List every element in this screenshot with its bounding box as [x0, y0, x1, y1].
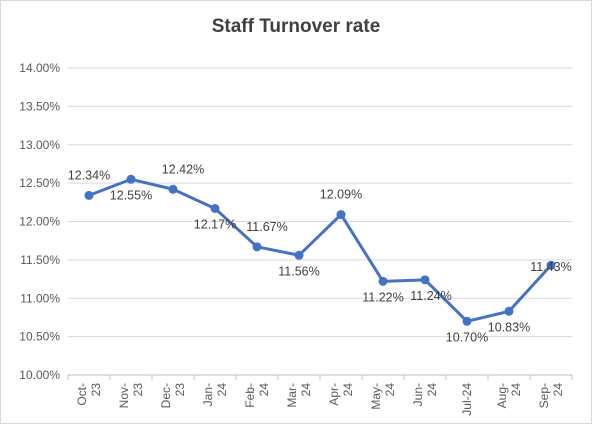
x-tick-label: Sep- 24	[537, 383, 565, 409]
data-point	[420, 275, 430, 285]
x-tick-label: Jan- 24	[201, 383, 229, 407]
y-tick-label: 10.00%	[19, 368, 60, 382]
x-tick-label: May- 24	[369, 383, 397, 410]
x-tick-label-line: Oct-	[75, 383, 89, 406]
x-tick-label-line: 24	[383, 383, 397, 397]
x-tick-label-line: May-	[369, 383, 383, 410]
data-label: 10.83%	[488, 320, 530, 334]
data-label: 11.22%	[362, 290, 403, 304]
x-tick-label-line: Aug-	[495, 383, 509, 408]
x-tick-label-line: 24	[341, 383, 355, 397]
x-tick-label-line: Feb-	[243, 383, 257, 408]
x-tick-label-line: 23	[89, 383, 103, 397]
x-tick-label-line: Jul-24	[460, 383, 474, 416]
data-label: 10.70%	[446, 330, 488, 344]
data-point	[462, 316, 472, 326]
y-tick-label: 13.00%	[19, 138, 60, 152]
y-tick-label: 13.50%	[19, 99, 60, 113]
data-label: 12.55%	[110, 188, 152, 202]
y-tick-label: 11.00%	[20, 291, 60, 305]
y-tick-label: 12.00%	[19, 215, 60, 229]
y-tick-label: 14.00%	[19, 61, 60, 75]
data-label: 12.09%	[320, 188, 362, 202]
x-tick-label-line: 23	[131, 383, 145, 397]
x-tick-label: Dec- 23	[159, 383, 187, 409]
x-tick-label-line: Jun-	[411, 383, 425, 406]
x-tick-label-line: 24	[425, 383, 439, 397]
data-point	[504, 306, 514, 316]
x-tick-label-line: 24	[299, 383, 313, 397]
x-tick-label-line: 24	[215, 383, 229, 397]
data-point	[252, 242, 262, 252]
x-tick-label-line: Jan-	[201, 383, 215, 406]
data-point	[210, 203, 220, 213]
data-label: 12.42%	[162, 162, 204, 176]
data-label: 12.17%	[194, 217, 236, 231]
data-point	[294, 250, 304, 260]
x-tick-label-line: Dec-	[159, 383, 173, 408]
y-tick-label: 10.50%	[19, 330, 60, 344]
data-label: 11.67%	[246, 220, 287, 234]
x-tick-label: Aug- 24	[495, 383, 523, 409]
chart-title: Staff Turnover rate	[211, 16, 381, 37]
x-tick-label-line: Nov-	[117, 383, 131, 408]
x-tick-label-line: Apr-	[327, 383, 341, 406]
data-point	[378, 276, 388, 286]
x-tick-label-line: 24	[551, 383, 565, 397]
data-point	[546, 260, 556, 270]
x-tick-label: Apr- 24	[327, 383, 355, 406]
x-tick-label-line: 24	[257, 383, 271, 397]
x-tick-label-line: 23	[173, 383, 187, 397]
data-label: 11.24%	[410, 289, 451, 303]
x-tick-label-line: Sep-	[537, 383, 551, 408]
data-point	[126, 174, 136, 184]
data-point	[336, 210, 346, 220]
data-point	[84, 190, 94, 200]
x-tick-label: Oct- 23	[75, 383, 103, 406]
series-line	[87, 177, 553, 323]
x-tick-label: Jul-24	[460, 383, 474, 416]
x-tick-label: Nov- 23	[117, 383, 145, 409]
x-tick-label: Jun- 24	[411, 383, 439, 407]
y-tick-label: 11.50%	[20, 253, 60, 267]
x-tick-label-line: Mar-	[285, 383, 299, 408]
data-label: 12.34%	[68, 168, 110, 182]
x-tick-label: Mar- 24	[285, 383, 313, 408]
data-label: 11.56%	[278, 264, 319, 278]
data-label: 11.43%	[530, 260, 571, 274]
x-tick-label-line: 24	[509, 383, 523, 397]
data-point	[168, 184, 178, 194]
x-tick-label: Feb- 24	[243, 383, 271, 408]
y-tick-label: 12.50%	[19, 176, 60, 190]
